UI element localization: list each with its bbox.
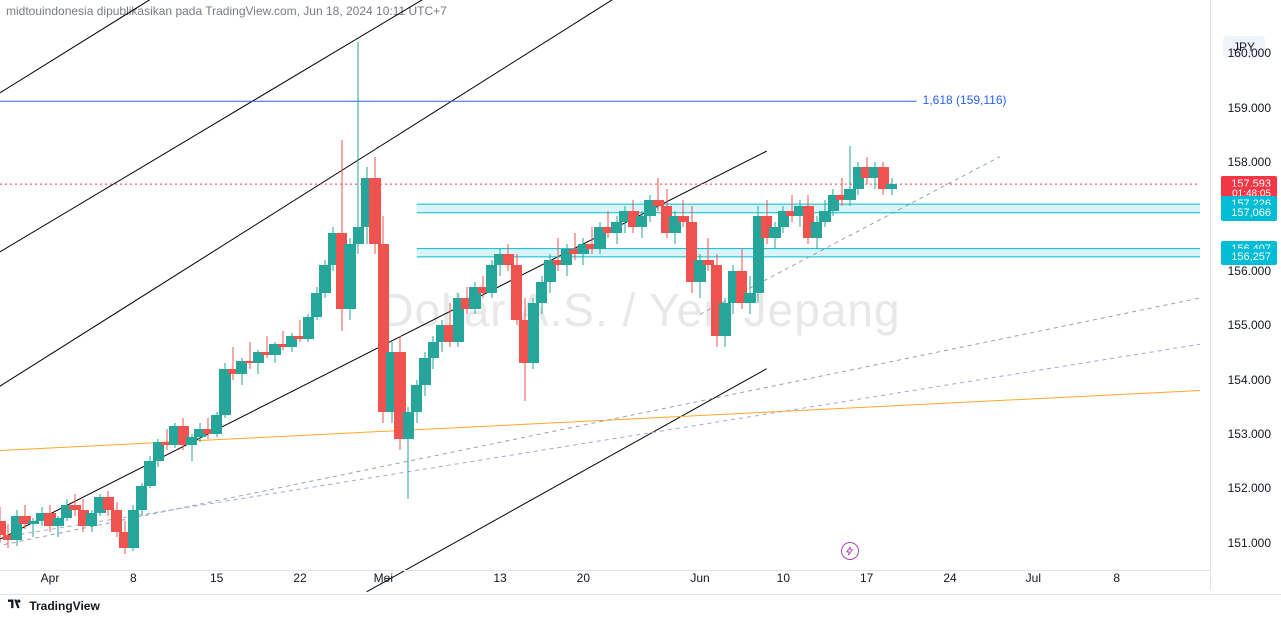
y-axis[interactable]: 151.000 152.000 153.000 154.000 155.000 156.0… <box>1211 0 1281 619</box>
x-tick: Mei <box>374 571 393 585</box>
y-tick: 154.000 <box>1228 373 1271 387</box>
footer-text: TradingView <box>29 599 99 613</box>
event-icon[interactable] <box>841 542 859 560</box>
y-tick: 156.000 <box>1228 264 1271 278</box>
candle <box>886 178 898 194</box>
x-tick: Jul <box>1026 571 1041 585</box>
tv-logo-icon <box>8 598 22 612</box>
x-tick: 8 <box>1113 571 1120 585</box>
x-tick: 10 <box>777 571 790 585</box>
x-tick: 13 <box>493 571 506 585</box>
chart-root: midtouindonesia dipublikasikan pada Trad… <box>0 0 1281 619</box>
x-tick: 20 <box>577 571 590 585</box>
y-tick: 160.000 <box>1228 46 1271 60</box>
price-tag: 156,257 <box>1221 249 1277 265</box>
x-tick: 15 <box>210 571 223 585</box>
chart-plot[interactable] <box>0 0 1281 619</box>
x-tick: 8 <box>130 571 137 585</box>
price-tag: 157,066 <box>1221 205 1277 221</box>
x-axis[interactable]: Apr 8 15 22 Mei 13 20 Jun 10 17 24 Jul 8 <box>0 571 1200 591</box>
y-tick: 151.000 <box>1228 536 1271 550</box>
y-tick: 152.000 <box>1228 481 1271 495</box>
lightning-icon <box>845 546 855 556</box>
x-tick: 22 <box>293 571 306 585</box>
x-tick: Apr <box>41 571 60 585</box>
y-tick: 153.000 <box>1228 427 1271 441</box>
y-tick: 159.000 <box>1228 101 1271 115</box>
footer-border <box>0 594 1281 595</box>
x-axis-border <box>0 570 1211 571</box>
fib-label: 1,618 (159,116) <box>923 93 1007 107</box>
x-tick: Jun <box>690 571 709 585</box>
tradingview-logo[interactable]: TradingView <box>8 598 100 613</box>
y-tick: 158.000 <box>1228 155 1271 169</box>
y-axis-border <box>1210 0 1211 590</box>
x-tick: 17 <box>860 571 873 585</box>
y-tick: 155.000 <box>1228 318 1271 332</box>
x-tick: 24 <box>943 571 956 585</box>
